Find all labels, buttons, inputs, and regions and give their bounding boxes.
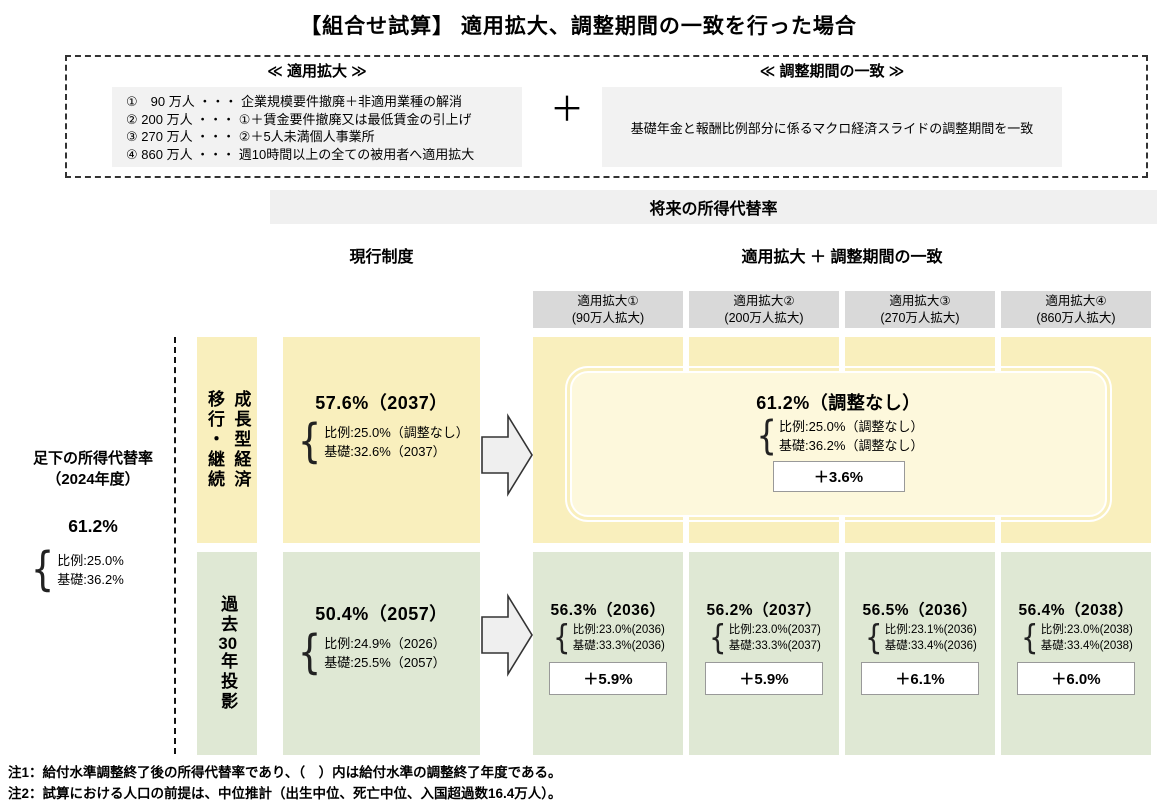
projection-cell-4: 56.4%（2038） { 比例:23.0%(2038) 基礎:33.4%(20… bbox=[1001, 552, 1151, 755]
brace-icon: { bbox=[1021, 617, 1039, 658]
baseline-label-line1: 足下の所得代替率 bbox=[32, 450, 153, 467]
baseline-rate-block: 足下の所得代替率 （2024年度） 61.2% { 比例:25.0% 基礎:36… bbox=[12, 448, 174, 596]
projection-cell-2-detail-1: 比例:23.0%(2037) bbox=[728, 624, 821, 636]
expansion-item-3: ③ 270 万人 ・・・ ②＋5人未満個人事業所 bbox=[126, 129, 375, 144]
projection-cell-3-detail-2: 基礎:33.4%(2036) bbox=[884, 640, 977, 652]
projection-label-part2: 30 bbox=[218, 635, 238, 652]
projection-cell-4-detail-2: 基礎:33.4%(2038) bbox=[1040, 640, 1133, 652]
growth-row-label: 成長型経済 移行・継続 bbox=[197, 337, 257, 543]
brace-icon: { bbox=[865, 617, 883, 658]
right-arrow-icon bbox=[481, 593, 533, 677]
subcolumn-headers: 適用拡大① (90万人拡大) 適用拡大② (200万人拡大) 適用拡大③ (27… bbox=[533, 291, 1151, 328]
footnote-2: 注2：試算における人口の前提は、中位推計（出生中位、死亡中位、入国超過数16.4… bbox=[8, 786, 562, 801]
growth-label-line2: 移行・継続 bbox=[205, 390, 224, 490]
adjustment-heading: ≪ 調整期間の一致 ≫ bbox=[759, 63, 905, 80]
projection-label-part3: 年投影 bbox=[218, 652, 238, 712]
growth-combined-result-box: 61.2%（調整なし） { 比例:25.0%（調整なし） 基礎:36.2%（調整… bbox=[565, 366, 1112, 522]
projection-cell-1-detail-2: 基礎:33.3%(2036) bbox=[572, 640, 665, 652]
projection-cell-4-headline: 56.4%（2038） bbox=[1018, 602, 1134, 619]
projection-cell-1: 56.3%（2036） { 比例:23.0%(2036) 基礎:33.3%(20… bbox=[533, 552, 683, 755]
brace-icon: { bbox=[756, 413, 777, 459]
projection-current-cell: 50.4%（2057） { 比例:24.9%（2026） 基礎:25.5%（20… bbox=[283, 552, 480, 755]
subcolumn-header-2: 適用拡大② (200万人拡大) bbox=[689, 291, 839, 328]
current-system-header: 現行制度 bbox=[349, 249, 414, 266]
projection-cell-2-delta: ＋5.9% bbox=[705, 662, 823, 695]
expansion-heading: ≪ 適用拡大 ≫ bbox=[267, 63, 367, 80]
projection-cell-3: 56.5%（2036） { 比例:23.1%(2036) 基礎:33.4%(20… bbox=[845, 552, 995, 755]
growth-combined-breakdown: { 比例:25.0%（調整なし） 基礎:36.2%（調整なし） bbox=[754, 413, 924, 459]
projection-label-part1: 過去 bbox=[218, 595, 238, 635]
subcolumn-2-sub: (200万人拡大) bbox=[724, 310, 804, 325]
projection-cell-2-detail-2: 基礎:33.3%(2037) bbox=[728, 640, 821, 652]
growth-combined-headline: 61.2%（調整なし） bbox=[756, 393, 921, 413]
subcolumn-1-title: 適用拡大① bbox=[577, 294, 639, 309]
projection-cell-1-delta: ＋5.9% bbox=[549, 662, 667, 695]
subcolumn-1-sub: (90万人拡大) bbox=[571, 310, 645, 325]
expansion-item-4: ④ 860 万人 ・・・ 週10時間以上の全ての被用者へ適用拡大 bbox=[126, 146, 475, 162]
baseline-breakdown: { 比例:25.0% 基礎:36.2% bbox=[28, 542, 174, 596]
subcolumn-4-sub: (860万人拡大) bbox=[1036, 310, 1116, 325]
plus-icon: ＋ bbox=[550, 91, 584, 129]
projection-current-detail-1: 比例:24.9%（2026） bbox=[324, 635, 446, 651]
right-arrow-icon bbox=[481, 413, 533, 497]
brace-icon: { bbox=[553, 617, 571, 658]
subcolumn-2-title: 適用拡大② bbox=[733, 294, 795, 309]
conditions-box: ≪ 適用拡大 ≫ ① 90 万人 ・・・ 企業規模要件撤廃＋非適用業種の解消 ②… bbox=[65, 55, 1148, 178]
growth-label-line1: 成長型経済 bbox=[231, 390, 251, 490]
dashed-divider bbox=[174, 337, 176, 754]
footnote-1: 注1：給付水準調整終了後の所得代替率であり、（ ）内は給付水準の調整終了年度であ… bbox=[8, 765, 562, 780]
projection-current-detail-2: 基礎:25.5%（2057） bbox=[324, 654, 446, 670]
growth-current-breakdown: { 比例:25.0%（調整なし） 基礎:32.6%（2037） bbox=[295, 414, 480, 468]
growth-current-detail-2: 基礎:32.6%（2037） bbox=[324, 443, 446, 459]
future-rate-band: 将来の所得代替率 bbox=[270, 190, 1157, 224]
subcolumn-header-1: 適用拡大① (90万人拡大) bbox=[533, 291, 683, 328]
projection-cell-3-detail-1: 比例:23.1%(2036) bbox=[884, 624, 977, 636]
projection-combined-columns: 56.3%（2036） { 比例:23.0%(2036) 基礎:33.3%(20… bbox=[533, 552, 1151, 755]
projection-cell-3-headline: 56.5%（2036） bbox=[862, 602, 978, 619]
projection-row-label: 過去30年投影 bbox=[197, 552, 257, 755]
projection-cell-4-detail-1: 比例:23.0%(2038) bbox=[1040, 624, 1133, 636]
footnotes: 注1：給付水準調整終了後の所得代替率であり、（ ）内は給付水準の調整終了年度であ… bbox=[8, 762, 562, 804]
growth-combined-detail-2: 基礎:36.2%（調整なし） bbox=[778, 438, 924, 453]
baseline-detail-2: 基礎:36.2% bbox=[57, 571, 124, 587]
baseline-value: 61.2% bbox=[68, 516, 118, 536]
growth-current-detail-1: 比例:25.0%（調整なし） bbox=[324, 424, 469, 440]
projection-row-label-text: 過去30年投影 bbox=[214, 595, 240, 712]
projection-cell-4-breakdown: { 比例:23.0%(2038) 基礎:33.4%(2038) bbox=[1019, 617, 1133, 658]
brace-icon: { bbox=[297, 625, 322, 679]
growth-current-headline: 57.6%（2037） bbox=[315, 393, 448, 413]
growth-delta-badge: ＋3.6% bbox=[772, 461, 905, 492]
expansion-item-2: ② 200 万人 ・・・ ①＋賃金要件撤廃又は最低賃金の引上げ bbox=[126, 111, 472, 127]
growth-combined-detail-1: 比例:25.0%（調整なし） bbox=[778, 419, 924, 434]
projection-cell-2-headline: 56.2%（2037） bbox=[706, 602, 822, 619]
projection-current-headline: 50.4%（2057） bbox=[315, 604, 448, 624]
projection-current-breakdown: { 比例:24.9%（2026） 基礎:25.5%（2057） bbox=[295, 625, 480, 679]
baseline-detail-1: 比例:25.0% bbox=[57, 552, 124, 568]
brace-icon: { bbox=[297, 414, 322, 468]
baseline-label-line2: （2024年度） bbox=[46, 471, 140, 488]
adjustment-panel: 基礎年金と報酬比例部分に係るマクロ経済スライドの調整期間を一致 bbox=[602, 87, 1062, 167]
expansion-item-1: ① 90 万人 ・・・ 企業規模要件撤廃＋非適用業種の解消 bbox=[126, 94, 462, 109]
page-title: 【組合せ試算】 適用拡大、調整期間の一致を行った場合 bbox=[300, 15, 857, 38]
projection-cell-3-breakdown: { 比例:23.1%(2036) 基礎:33.4%(2036) bbox=[863, 617, 977, 658]
subcolumn-4-title: 適用拡大④ bbox=[1045, 294, 1107, 309]
projection-cell-1-headline: 56.3%（2036） bbox=[550, 602, 666, 619]
growth-row-label-text: 成長型経済 移行・継続 bbox=[201, 390, 254, 490]
subcolumn-3-title: 適用拡大③ bbox=[889, 294, 951, 309]
projection-cell-3-delta: ＋6.1% bbox=[861, 662, 979, 695]
combined-scenario-header: 適用拡大 ＋ 調整期間の一致 bbox=[741, 249, 943, 266]
subcolumn-header-4: 適用拡大④ (860万人拡大) bbox=[1001, 291, 1151, 328]
brace-icon: { bbox=[709, 617, 727, 658]
growth-current-cell: 57.6%（2037） { 比例:25.0%（調整なし） 基礎:32.6%（20… bbox=[283, 337, 480, 543]
projection-cell-1-detail-1: 比例:23.0%(2036) bbox=[572, 624, 665, 636]
projection-cell-4-delta: ＋6.0% bbox=[1017, 662, 1135, 695]
projection-cell-1-breakdown: { 比例:23.0%(2036) 基礎:33.3%(2036) bbox=[551, 617, 665, 658]
subcolumn-3-sub: (270万人拡大) bbox=[880, 310, 960, 325]
subcolumn-header-3: 適用拡大③ (270万人拡大) bbox=[845, 291, 995, 328]
projection-cell-2-breakdown: { 比例:23.0%(2037) 基礎:33.3%(2037) bbox=[707, 617, 821, 658]
projection-cell-2: 56.2%（2037） { 比例:23.0%(2037) 基礎:33.3%(20… bbox=[689, 552, 839, 755]
expansion-panel: ① 90 万人 ・・・ 企業規模要件撤廃＋非適用業種の解消 ② 200 万人 ・… bbox=[112, 87, 522, 167]
brace-icon: { bbox=[30, 542, 55, 596]
